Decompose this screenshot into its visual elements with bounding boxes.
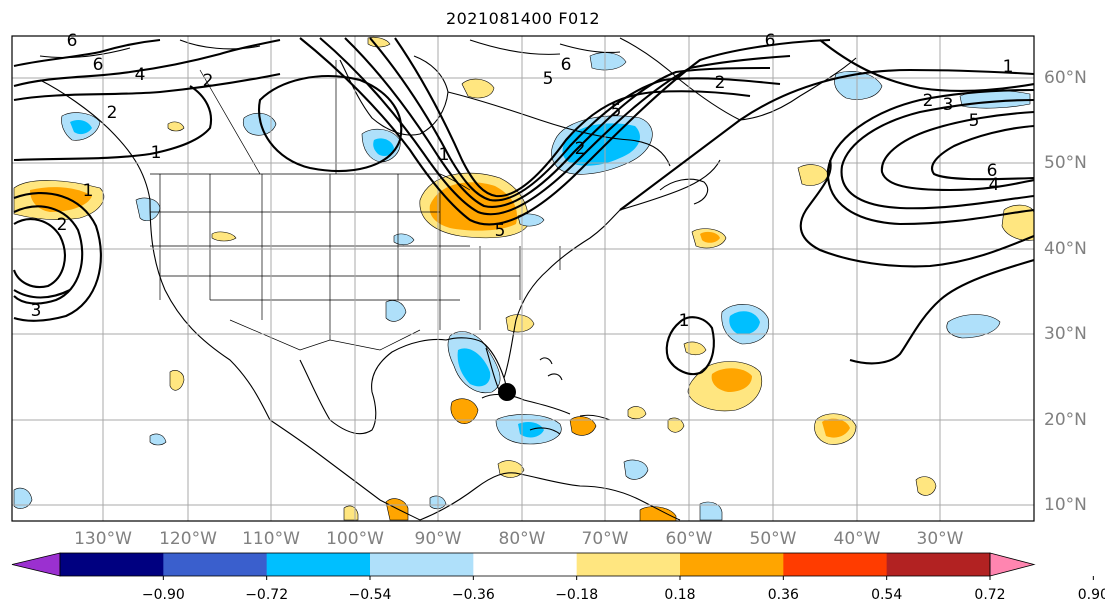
colorbar-segment bbox=[60, 553, 164, 576]
latitude-label: 20°N bbox=[1044, 410, 1087, 430]
longitude-label: 110°W bbox=[242, 529, 300, 549]
colorbar-tick-label: 0.36 bbox=[767, 587, 799, 603]
colorbar-tick-label: 0.90 bbox=[1077, 587, 1105, 603]
map-background bbox=[12, 36, 1034, 521]
contour-label: 2 bbox=[107, 103, 118, 123]
colorbar-tick-label: −0.90 bbox=[141, 587, 185, 603]
colorbar-segment bbox=[576, 553, 681, 576]
longitude-label: 100°W bbox=[326, 529, 384, 549]
longitude-label: 50°W bbox=[749, 529, 797, 549]
height-contours bbox=[13, 37, 1034, 376]
contour-label: 6 bbox=[67, 31, 78, 51]
longitude-label: 70°W bbox=[581, 529, 629, 549]
contour-label: 2 bbox=[923, 91, 934, 111]
contour-label: 4 bbox=[989, 175, 1000, 195]
longitude-label: 40°W bbox=[833, 529, 881, 549]
map-title: 2021081400 F012 bbox=[445, 9, 601, 28]
graticule bbox=[12, 36, 1034, 521]
latitude-label: 50°N bbox=[1044, 153, 1087, 173]
contour-label: 6 bbox=[93, 55, 104, 75]
colorbar-tick-label: −0.54 bbox=[348, 587, 392, 603]
longitude-label: 60°W bbox=[665, 529, 713, 549]
contour-label: 1 bbox=[679, 311, 690, 331]
colorbar-extend-low bbox=[11, 552, 61, 577]
contour-label: 6 bbox=[987, 161, 998, 181]
colorbar-tick-label: −0.72 bbox=[245, 587, 289, 603]
map-frame bbox=[11, 35, 1035, 522]
contour-label: 2 bbox=[203, 71, 214, 91]
colorbar-segment bbox=[473, 553, 578, 576]
colorbar-segment bbox=[370, 553, 474, 576]
contour-label: 6 bbox=[765, 31, 776, 51]
colorbar-segment bbox=[163, 553, 268, 576]
longitude-label: 120°W bbox=[159, 529, 217, 549]
colorbar-segment bbox=[266, 553, 371, 576]
colorbar bbox=[11, 552, 1094, 580]
contour-label: 3 bbox=[943, 95, 954, 115]
latitude-label: 10°N bbox=[1044, 495, 1087, 515]
contour-label: 1 bbox=[151, 143, 162, 163]
colorbar-tick-label: 0.72 bbox=[974, 587, 1006, 603]
contour-label: 4 bbox=[135, 65, 146, 85]
contour-label: 5 bbox=[611, 101, 622, 121]
contour-label: 5 bbox=[495, 221, 506, 241]
colorbar-extend-high bbox=[989, 552, 1036, 577]
contour-label: 1 bbox=[1003, 57, 1014, 77]
latitude-label: 30°N bbox=[1044, 324, 1087, 344]
colorbar-segment bbox=[680, 553, 784, 576]
longitude-label: 30°W bbox=[916, 529, 964, 549]
contour-label: 1 bbox=[83, 181, 94, 201]
contour-label: 5 bbox=[543, 69, 554, 89]
contour-label: 3 bbox=[31, 301, 42, 321]
colorbar-tick-label: 0.18 bbox=[664, 587, 696, 603]
latitude-label: 60°N bbox=[1044, 68, 1087, 88]
colorbar-tick-label: −0.36 bbox=[451, 587, 495, 603]
contour-label: 5 bbox=[969, 111, 980, 131]
contour-label: 1 bbox=[439, 145, 450, 165]
latitude-label: 40°N bbox=[1044, 239, 1087, 259]
colorbar-segment bbox=[886, 553, 991, 576]
longitude-label: 90°W bbox=[414, 529, 462, 549]
colorbar-tick-label: 0.54 bbox=[871, 587, 903, 603]
colorbar-tick-label: −0.18 bbox=[555, 587, 599, 603]
political-borders bbox=[150, 60, 561, 351]
contour-label: 6 bbox=[561, 55, 572, 75]
contour-label: 2 bbox=[715, 73, 726, 93]
contour-label: 2 bbox=[57, 215, 68, 235]
longitude-label: 80°W bbox=[498, 529, 546, 549]
colorbar-segment bbox=[783, 553, 888, 576]
storm-center-dot bbox=[498, 383, 516, 401]
longitude-label: 130°W bbox=[74, 529, 132, 549]
contour-label: 2 bbox=[575, 139, 586, 159]
